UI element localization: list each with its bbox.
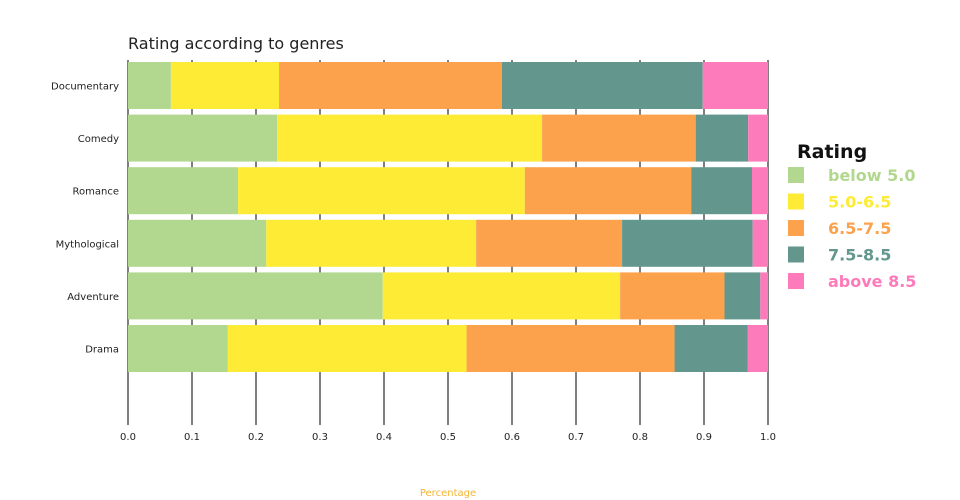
x-tick-label: 1.0: [760, 432, 776, 443]
legend-entry: 7.5-8.5: [828, 246, 891, 265]
bars: [128, 62, 768, 372]
legend-swatch: [788, 167, 804, 183]
bar-segment: [277, 114, 543, 162]
category-label: Adventure: [67, 292, 119, 303]
x-tick-label: 0.0: [120, 432, 136, 443]
bar-segment: [128, 219, 267, 267]
x-axis-ticks: 0.0 0.1 0.2 0.3 0.4 0.5 0.6 0.7 0.8 0.9 1.0: [120, 432, 776, 443]
bar-segment: [382, 272, 621, 320]
bar-segment: [279, 62, 502, 109]
bar-segment: [760, 272, 768, 320]
legend-entry: below 5.0: [828, 166, 915, 185]
bar-segment: [724, 272, 761, 320]
x-axis-label: Percentage: [420, 488, 476, 499]
category-label: Documentary: [51, 82, 119, 93]
x-tick-label: 0.3: [312, 432, 328, 443]
legend-entry: 5.0-6.5: [828, 193, 891, 212]
bar-segment: [674, 325, 748, 372]
bar-segment: [620, 272, 725, 320]
category-label: Mythological: [56, 239, 119, 250]
bar-segment: [227, 325, 467, 372]
x-tick-label: 0.6: [504, 432, 520, 443]
x-tick-label: 0.1: [184, 432, 200, 443]
bar-segment: [752, 219, 768, 267]
legend-swatch: [788, 220, 804, 236]
category-label: Drama: [85, 345, 119, 356]
bar-segment: [691, 167, 752, 215]
category-label: Comedy: [78, 134, 119, 145]
category-label: Romance: [73, 187, 119, 198]
bar-segment: [702, 62, 768, 109]
bar-segment: [542, 114, 696, 162]
chart-title: Rating according to genres: [128, 34, 344, 53]
legend-swatch: [788, 193, 804, 210]
x-tick-label: 0.9: [696, 432, 712, 443]
x-tick-label: 0.5: [440, 432, 456, 443]
bar-segment: [128, 114, 278, 162]
legend-entry: 6.5-7.5: [828, 219, 891, 238]
legend-swatch: [788, 246, 804, 263]
bar-segment: [266, 219, 477, 267]
x-tick-label: 0.4: [376, 432, 392, 443]
bar-segment: [466, 325, 675, 372]
legend: Rating below 5.0 5.0-6.5 6.5-7.5 7.5-8.5 abo…: [788, 141, 916, 291]
bar-segment: [128, 325, 228, 372]
bar-segment: [128, 62, 171, 109]
bar-segment: [476, 219, 623, 267]
bar-segment: [501, 62, 703, 109]
bar-segment: [238, 167, 525, 215]
bar-segment: [622, 219, 753, 267]
bar-segment: [128, 167, 239, 215]
x-tick-label: 0.2: [248, 432, 264, 443]
bar-segment: [170, 62, 280, 109]
bar-segment: [752, 167, 768, 215]
bar-segment: [524, 167, 692, 215]
x-tick-label: 0.8: [632, 432, 648, 443]
legend-entry: above 8.5: [828, 272, 916, 291]
x-tick-label: 0.7: [568, 432, 584, 443]
legend-swatch: [788, 273, 804, 289]
bar-segment: [695, 114, 749, 162]
bar-segment: [747, 325, 768, 372]
bar-segment: [748, 114, 768, 162]
bar-segment: [128, 272, 383, 320]
legend-title: Rating: [797, 141, 867, 163]
category-labels: Documentary Comedy Romance Mythological Adve…: [51, 82, 119, 356]
